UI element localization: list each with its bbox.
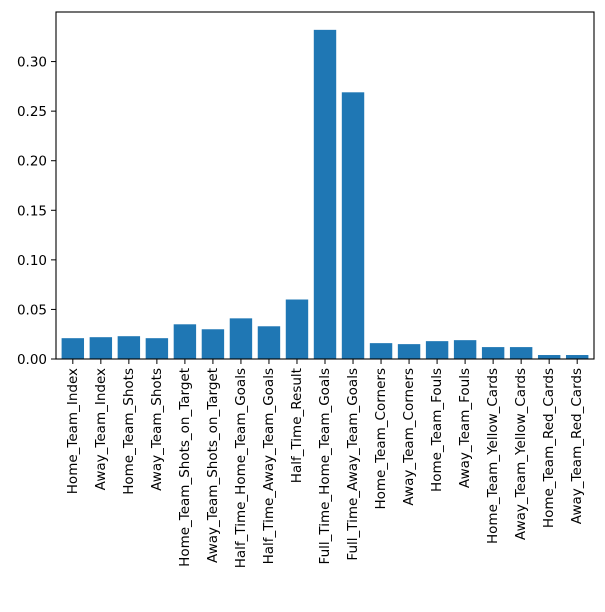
y-tick-label: 0.10 (17, 253, 47, 269)
y-tick-label: 0.25 (17, 104, 47, 120)
y-tick-label: 0.30 (17, 55, 47, 71)
bar-home-team-fouls (425, 341, 449, 359)
x-tick-label: Half_Time_Result (289, 368, 305, 483)
bar-away-team-corners (397, 344, 421, 359)
x-tick-label: Home_Team_Shots (121, 368, 137, 495)
x-tick-label: Half_Time_Home_Team_Goals (233, 368, 249, 568)
x-tick-label: Away_Team_Yellow_Cards (513, 368, 529, 540)
bar-full-time-home-team-goals (313, 29, 337, 359)
x-tick-label: Away_Team_Fouls (457, 368, 473, 488)
plot-frame (55, 11, 595, 360)
y-axis: 0.00 0.05 0.10 0.15 0.20 0.25 0.30 (17, 55, 56, 368)
x-tick-label: Full_Time_Away_Team_Goals (345, 368, 361, 561)
x-tick-label: Home_Team_Corners (373, 368, 389, 510)
x-axis: Home_Team_Index Away_Team_Index Home_Team_… (65, 359, 585, 568)
x-tick-label: Away_Team_Index (93, 368, 109, 490)
bar-half-time-result (285, 299, 309, 359)
bars-group (61, 29, 589, 359)
bar-away-team-red-cards (565, 355, 589, 359)
bar-home-team-shots (117, 336, 141, 359)
bar-home-team-yellow-cards (481, 347, 505, 359)
bar-half-time-home-team-goals (229, 318, 253, 359)
x-tick-label: Away_Team_Shots_on_Target (205, 368, 221, 563)
bar-away-team-shots-on-target (201, 329, 225, 359)
bar-away-team-yellow-cards (509, 347, 533, 359)
x-tick-label: Full_Time_Home_Team_Goals (317, 368, 333, 564)
y-tick-label: 0.05 (17, 302, 47, 318)
y-tick-label: 0.20 (17, 154, 47, 170)
bar-home-team-shots-on-target (173, 324, 197, 359)
x-tick-label: Home_Team_Fouls (429, 368, 445, 492)
bar-full-time-away-team-goals (341, 92, 365, 359)
bar-half-time-away-team-goals (257, 326, 281, 359)
bar-home-team-corners (369, 343, 393, 359)
bar-away-team-index (89, 337, 113, 359)
x-tick-label: Home_Team_Yellow_Cards (485, 368, 501, 544)
bar-away-team-shots (145, 338, 169, 359)
bar-away-team-fouls (453, 340, 477, 359)
x-tick-label: Half_Time_Away_Team_Goals (261, 368, 277, 564)
bar-home-team-red-cards (537, 355, 561, 359)
y-tick-label: 0.15 (17, 203, 47, 219)
x-tick-label: Away_Team_Corners (401, 368, 417, 506)
x-tick-label: Away_Team_Shots (149, 368, 165, 491)
x-tick-label: Home_Team_Index (65, 368, 81, 494)
y-tick-label: 0.00 (17, 352, 47, 368)
x-tick-label: Home_Team_Shots_on_Target (177, 368, 193, 567)
x-tick-label: Away_Team_Red_Cards (569, 368, 585, 524)
bar-home-team-index (61, 338, 85, 359)
x-tick-label: Home_Team_Red_Cards (541, 368, 557, 528)
